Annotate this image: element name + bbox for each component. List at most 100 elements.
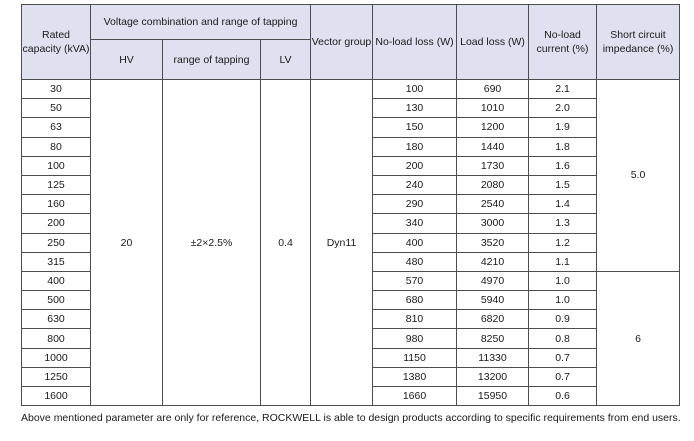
table-row: 200 340 3000 1.3 bbox=[21, 213, 680, 234]
no-load-current-cell: 1.1 bbox=[528, 251, 598, 272]
no-load-current-cell: 2.1 bbox=[528, 78, 598, 100]
no-load-current-cell: 0.7 bbox=[528, 366, 598, 388]
capacity-cell: 800 bbox=[21, 328, 91, 349]
hv-cell: 20 bbox=[90, 78, 163, 407]
load-loss-cell: 690 bbox=[456, 78, 530, 100]
capacity-cell: 30 bbox=[21, 78, 91, 100]
no-load-current-cell: 0.6 bbox=[528, 385, 598, 407]
no-load-loss-cell: 200 bbox=[372, 155, 458, 176]
table-row: 30 20 ±2×2.5% 0.4 Dyn11 100 690 2.1 5.0 bbox=[21, 78, 681, 407]
table-row: 100 200 1730 1.6 bbox=[21, 155, 680, 176]
capacity-cell: 1000 bbox=[21, 347, 91, 368]
load-loss-cell: 2540 bbox=[456, 194, 530, 215]
range-of-tapping-cell: ±2×2.5% bbox=[162, 78, 261, 407]
header-voltage-combination: Voltage combination and range of tapping bbox=[89, 4, 312, 40]
capacity-cell: 50 bbox=[21, 98, 91, 119]
load-loss-cell: 4970 bbox=[456, 270, 530, 292]
table-row: 1600 1660 15950 0.6 bbox=[21, 385, 680, 407]
table-row: 1000 1150 11330 0.7 bbox=[21, 347, 680, 368]
header-impedance: Short circuit impedance (%) bbox=[596, 4, 681, 80]
load-loss-cell: 3000 bbox=[456, 213, 530, 234]
no-load-current-cell: 1.8 bbox=[528, 136, 598, 157]
no-load-current-cell: 1.4 bbox=[528, 194, 598, 215]
no-load-loss-cell: 680 bbox=[372, 290, 458, 311]
no-load-loss-cell: 340 bbox=[372, 213, 458, 234]
capacity-cell: 1600 bbox=[21, 385, 91, 407]
lv-cell: 0.4 bbox=[259, 78, 312, 407]
capacity-cell: 200 bbox=[21, 213, 91, 234]
load-loss-cell: 15950 bbox=[456, 385, 530, 407]
capacity-cell: 400 bbox=[21, 270, 91, 292]
load-loss-cell: 11330 bbox=[456, 347, 530, 368]
no-load-loss-cell: 810 bbox=[372, 309, 458, 330]
no-load-loss-cell: 100 bbox=[372, 78, 458, 100]
header-no-load-current: No-load current (%) bbox=[528, 4, 598, 80]
no-load-loss-cell: 130 bbox=[372, 98, 458, 119]
table-row: 315 480 4210 1.1 bbox=[21, 251, 680, 272]
header-range-of-tapping: range of tapping bbox=[162, 39, 261, 80]
load-loss-cell: 1200 bbox=[456, 117, 530, 138]
table-row: 400 570 4970 1.0 6 bbox=[21, 270, 681, 407]
capacity-cell: 630 bbox=[21, 309, 91, 330]
load-loss-cell: 3520 bbox=[456, 232, 530, 253]
no-load-loss-cell: 570 bbox=[372, 270, 458, 292]
no-load-loss-cell: 480 bbox=[372, 251, 458, 272]
no-load-loss-cell: 180 bbox=[372, 136, 458, 157]
no-load-current-cell: 0.7 bbox=[528, 347, 598, 368]
table-header: Rated capacity (kVA) Voltage combination… bbox=[21, 4, 681, 80]
no-load-loss-cell: 240 bbox=[372, 174, 458, 196]
no-load-current-cell: 1.3 bbox=[528, 213, 598, 234]
capacity-cell: 63 bbox=[21, 117, 91, 138]
table-row: 500 680 5940 1.0 bbox=[21, 290, 680, 311]
transformer-spec-table: Rated capacity (kVA) Voltage combination… bbox=[21, 4, 681, 407]
no-load-loss-cell: 150 bbox=[372, 117, 458, 138]
table-row: 800 980 8250 0.8 bbox=[21, 328, 680, 349]
load-loss-cell: 5940 bbox=[456, 290, 530, 311]
no-load-current-cell: 1.6 bbox=[528, 155, 598, 176]
no-load-current-cell: 0.8 bbox=[528, 328, 598, 349]
capacity-cell: 500 bbox=[21, 290, 91, 311]
no-load-current-cell: 1.9 bbox=[528, 117, 598, 138]
capacity-cell: 315 bbox=[21, 251, 91, 272]
header-lv: LV bbox=[259, 39, 312, 80]
load-loss-cell: 8250 bbox=[456, 328, 530, 349]
no-load-loss-cell: 1660 bbox=[372, 385, 458, 407]
table-row: 1250 1380 13200 0.7 bbox=[21, 366, 680, 388]
load-loss-cell: 1730 bbox=[456, 155, 530, 176]
no-load-loss-cell: 290 bbox=[372, 194, 458, 215]
capacity-cell: 125 bbox=[21, 174, 91, 196]
no-load-loss-cell: 400 bbox=[372, 232, 458, 253]
load-loss-cell: 2080 bbox=[456, 174, 530, 196]
table-row: 125 240 2080 1.5 bbox=[21, 174, 680, 196]
no-load-current-cell: 1.0 bbox=[528, 270, 598, 292]
no-load-current-cell: 2.0 bbox=[528, 98, 598, 119]
footnote: Above mentioned parameter are only for r… bbox=[21, 412, 681, 424]
capacity-cell: 100 bbox=[21, 155, 91, 176]
impedance-cell: 6 bbox=[596, 270, 681, 407]
table-row: 630 810 6820 0.9 bbox=[21, 309, 680, 330]
capacity-cell: 1250 bbox=[21, 366, 91, 388]
load-loss-cell: 6820 bbox=[456, 309, 530, 330]
impedance-cell: 5.0 bbox=[596, 79, 681, 272]
load-loss-cell: 1440 bbox=[456, 136, 530, 157]
header-rated-capacity: Rated capacity (kVA) bbox=[21, 4, 91, 80]
no-load-current-cell: 0.9 bbox=[528, 309, 598, 330]
no-load-loss-cell: 1150 bbox=[372, 347, 458, 368]
table-row: 250 400 3520 1.2 bbox=[21, 232, 680, 253]
header-vector-group: Vector group bbox=[310, 4, 374, 80]
vector-group-cell: Dyn11 bbox=[310, 78, 374, 407]
capacity-cell: 160 bbox=[21, 194, 91, 215]
no-load-current-cell: 1.2 bbox=[528, 232, 598, 253]
load-loss-cell: 1010 bbox=[456, 98, 530, 119]
capacity-cell: 80 bbox=[21, 136, 91, 157]
load-loss-cell: 4210 bbox=[456, 251, 530, 272]
no-load-current-cell: 1.5 bbox=[528, 174, 598, 196]
no-load-current-cell: 1.0 bbox=[528, 290, 598, 311]
table-body: 30 20 ±2×2.5% 0.4 Dyn11 100 690 2.1 5.0 50 130 1010… bbox=[21, 78, 681, 407]
header-hv: HV bbox=[90, 39, 163, 80]
no-load-loss-cell: 980 bbox=[372, 328, 458, 349]
no-load-loss-cell: 1380 bbox=[372, 366, 458, 388]
load-loss-cell: 13200 bbox=[456, 366, 530, 388]
header-no-load-loss: No-load loss (W) bbox=[372, 4, 458, 80]
